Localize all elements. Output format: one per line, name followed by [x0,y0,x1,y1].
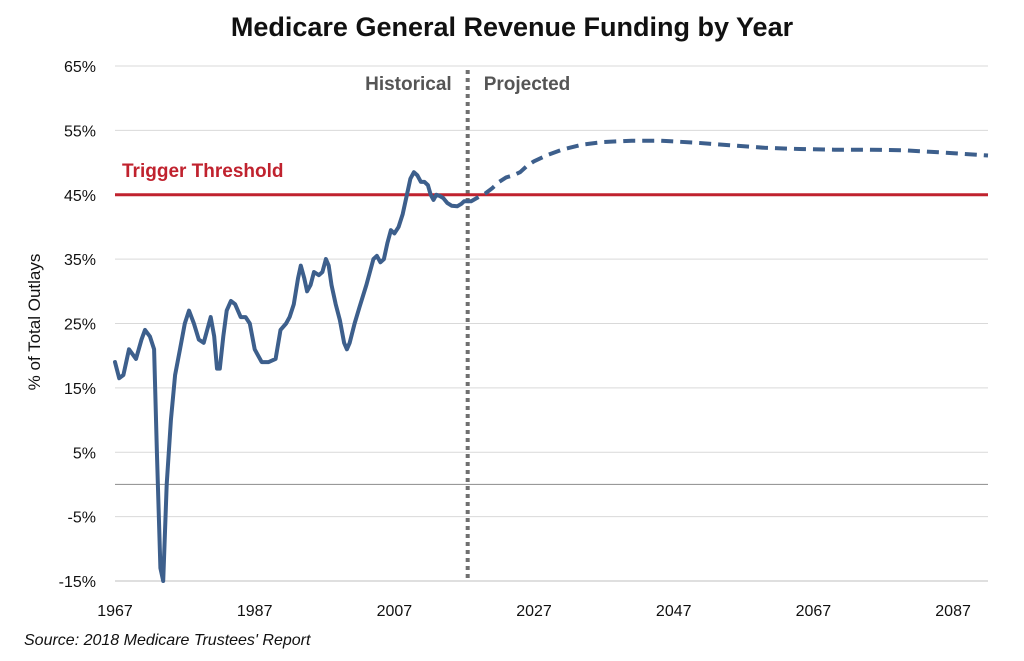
x-tick-label: 2087 [935,603,971,620]
data-series [113,138,989,583]
x-tick-label: 1987 [237,603,273,620]
projected-label: Projected [484,74,571,95]
y-axis-ticks: 65% 55% 45% 35% 25% 15% 5% -5% -15% [59,59,96,591]
y-tick-label: 65% [64,59,96,76]
historical-label: Historical [365,74,452,95]
x-axis-ticks: 1967 1987 2007 2027 2047 2067 2087 [97,603,971,620]
y-tick-label: 5% [73,445,96,462]
source-note: Source: 2018 Medicare Trustees' Report [24,632,311,649]
y-tick-label: -15% [59,574,96,591]
historical-series-line [113,170,470,583]
y-tick-label: -5% [68,510,96,527]
x-tick-label: 2067 [796,603,832,620]
chart-title: Medicare General Revenue Funding by Year [230,12,794,42]
projected-series-line [467,138,989,204]
y-tick-label: 25% [64,317,96,334]
y-axis-title: % of Total Outlays [25,254,44,391]
x-tick-label: 2047 [656,603,692,620]
x-tick-label: 1967 [97,603,133,620]
x-tick-label: 2027 [516,603,552,620]
trigger-threshold-label: Trigger Threshold [122,161,284,182]
y-tick-label: 55% [64,123,96,140]
y-tick-label: 35% [64,252,96,269]
x-tick-label: 2007 [377,603,413,620]
y-tick-label: 15% [64,381,96,398]
gridlines [115,65,988,582]
y-tick-label: 45% [64,188,96,205]
